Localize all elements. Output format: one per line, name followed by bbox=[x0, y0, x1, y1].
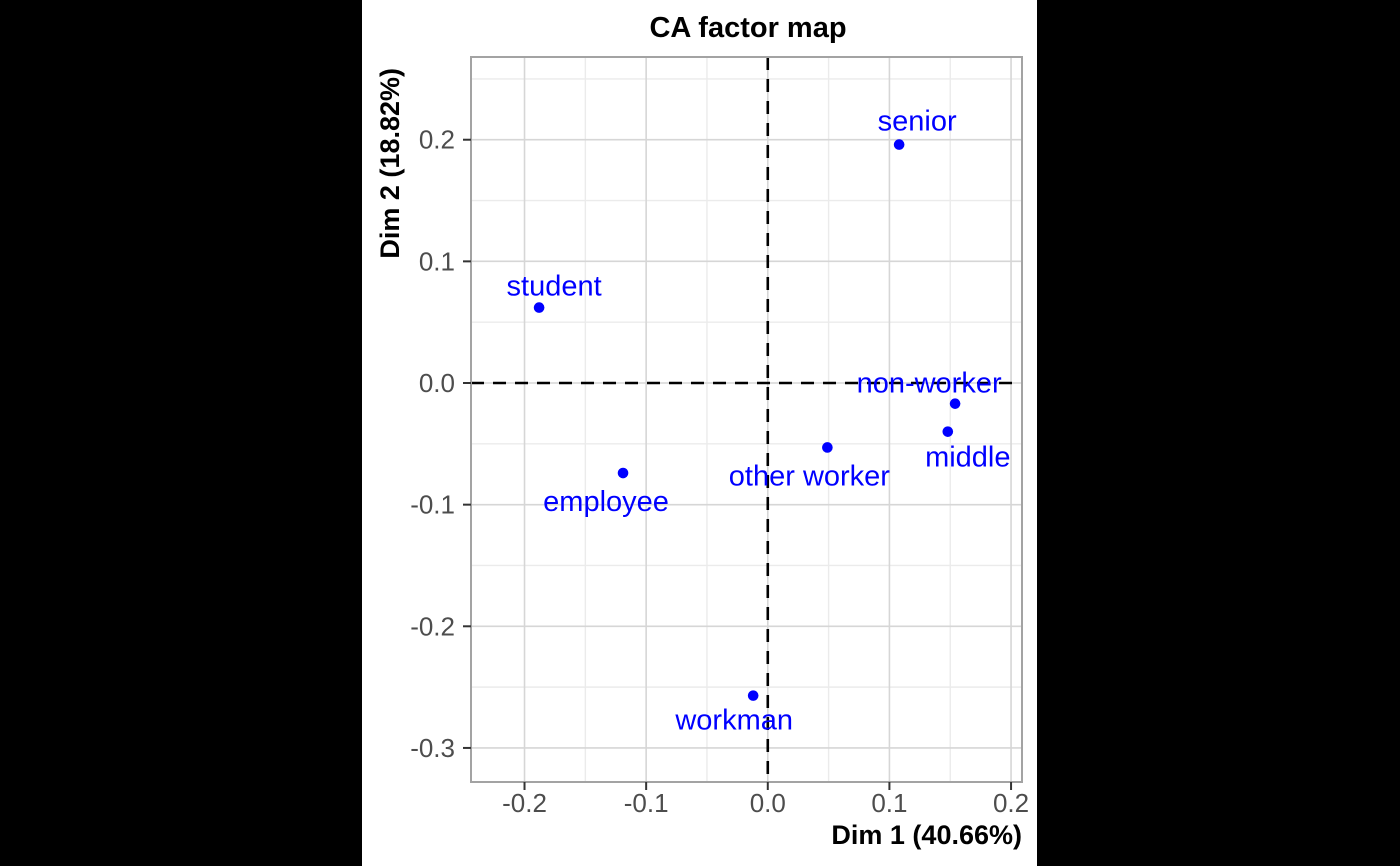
data-point-senior bbox=[893, 139, 905, 150]
data-point-workman bbox=[747, 690, 759, 701]
x-tick-label-0.2: 0.2 bbox=[993, 788, 1029, 818]
data-point-employee bbox=[617, 467, 629, 479]
data-point-student bbox=[533, 302, 545, 313]
point-label-employee: employee bbox=[543, 486, 669, 518]
y-tick-label--0.2: -0.2 bbox=[410, 611, 455, 641]
data-point-non-worker bbox=[949, 398, 961, 409]
panel-background bbox=[471, 57, 1022, 782]
point-label-workman: workman bbox=[674, 705, 793, 737]
point-label-senior: senior bbox=[878, 106, 957, 138]
y-tick-label--0.1: -0.1 bbox=[410, 490, 455, 520]
data-point-other-worker bbox=[822, 442, 833, 453]
ca-plot-svg: -0.2 -0.1 0.0 0.1 0.2 0.2 0.1 0.0 -0.1 -0.2 -0.3 se… bbox=[375, 12, 1029, 850]
x-tick-label-0.1: 0.1 bbox=[871, 788, 907, 818]
y-tick-label-0.0: 0.0 bbox=[419, 368, 455, 398]
point-label-student: student bbox=[507, 271, 602, 303]
x-tick-label-0.0: 0.0 bbox=[750, 788, 786, 818]
plot-layer: -0.2 -0.1 0.0 0.1 0.2 0.2 0.1 0.0 -0.1 -0.2 -0.3 se… bbox=[410, 56, 1029, 818]
x-tick-label--0.1: -0.1 bbox=[624, 788, 669, 818]
y-tick-label--0.3: -0.3 bbox=[410, 733, 455, 763]
x-axis-title: Dim 1 (40.66%) bbox=[831, 820, 1022, 850]
x-tick-label--0.2: -0.2 bbox=[502, 788, 547, 818]
y-tick-label-0.2: 0.2 bbox=[419, 125, 455, 155]
point-label-other-worker: other worker bbox=[729, 460, 891, 492]
point-label-middle: middle bbox=[925, 442, 1010, 474]
chart-title: CA factor map bbox=[649, 12, 846, 44]
panel-border bbox=[470, 56, 1023, 783]
point-label-non-worker: non-worker bbox=[857, 368, 1002, 400]
data-point-middle bbox=[942, 426, 954, 437]
ca-factor-map-figure: -0.2 -0.1 0.0 0.1 0.2 0.2 0.1 0.0 -0.1 -0.2 -0.3 se… bbox=[362, 0, 1037, 866]
y-tick-label-0.1: 0.1 bbox=[419, 246, 455, 276]
y-axis-title: Dim 2 (18.82%) bbox=[375, 68, 405, 259]
